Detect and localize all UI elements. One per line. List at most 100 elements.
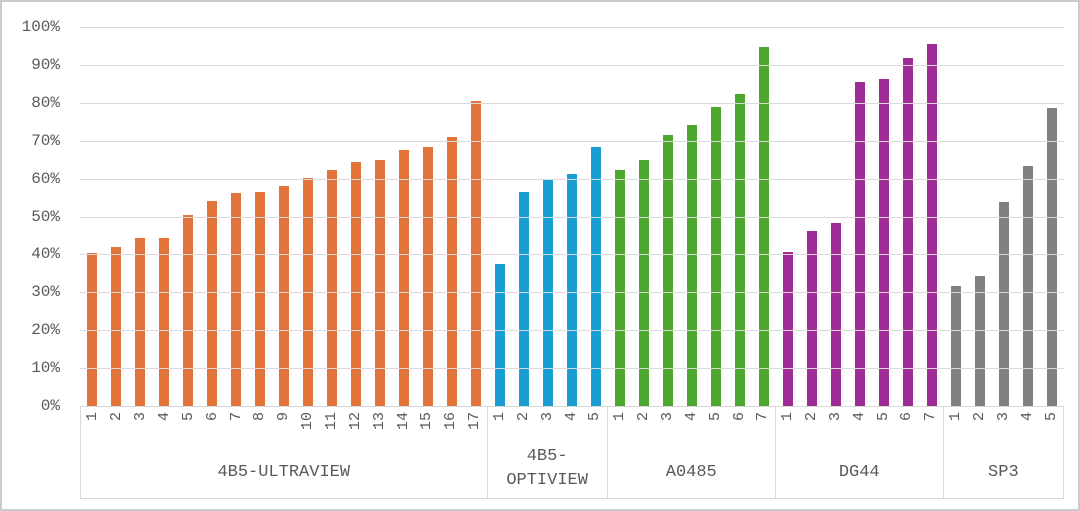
- bar-slot: [728, 27, 752, 406]
- bar-groups: [80, 27, 1064, 406]
- bar-slot: [1016, 27, 1040, 406]
- bar: [831, 222, 841, 406]
- x-tick-label: 5: [706, 412, 724, 422]
- bar-slot: [896, 27, 920, 406]
- bar-slot: [560, 27, 584, 406]
- bar-slot: [152, 27, 176, 406]
- bar: [1023, 166, 1033, 406]
- bar: [951, 286, 961, 406]
- tick-slot: 3: [535, 407, 559, 445]
- tick-slot: 4: [153, 407, 177, 453]
- bar: [135, 238, 145, 406]
- bar-slot: [704, 27, 728, 406]
- bar-slot: [80, 27, 104, 406]
- tick-slot: 5: [1039, 407, 1063, 453]
- tick-slot: 4: [1015, 407, 1039, 453]
- bar: [519, 191, 529, 406]
- gridline: [80, 102, 1064, 104]
- bar-slot: [368, 27, 392, 406]
- tick-slot: 15: [415, 407, 439, 453]
- gridline: [80, 64, 1064, 66]
- plot-area: [80, 27, 1064, 406]
- x-tick-label: 13: [370, 412, 388, 431]
- bar-group: [776, 27, 944, 406]
- gridline: [80, 178, 1064, 180]
- x-tick-label: 1: [490, 412, 508, 422]
- category-group: 1 2 3 4 5 6 7 8 9 10 11 12 13 14 15 16 17 4B5-ULTRAVIEW: [81, 407, 487, 498]
- x-tick-label: 2: [635, 412, 653, 422]
- x-tick-label: 12: [346, 412, 364, 431]
- x-tick-label: 16: [442, 412, 460, 431]
- category-group: 1 2 3 4 5 6 7 DG44: [774, 407, 943, 498]
- bar: [207, 201, 217, 406]
- bar-slot: [248, 27, 272, 406]
- tick-slot: 4: [847, 407, 871, 453]
- gridline: [80, 292, 1064, 294]
- x-tick-label: 3: [538, 412, 556, 422]
- y-tick-label: 70%: [31, 131, 60, 150]
- bar: [639, 159, 649, 406]
- bar: [735, 94, 745, 406]
- x-tick-label: 6: [898, 412, 916, 422]
- tick-slot: 1: [81, 407, 105, 453]
- bar-slot: [392, 27, 416, 406]
- tick-slot: 5: [703, 407, 727, 453]
- bar-slot: [968, 27, 992, 406]
- x-tick-label: 4: [850, 412, 868, 422]
- bar: [255, 191, 265, 406]
- tick-slot: 2: [511, 407, 535, 445]
- gridline: [80, 368, 1064, 370]
- bar: [903, 58, 913, 406]
- x-tick-label: 17: [466, 412, 484, 431]
- x-tick-label: 7: [754, 412, 772, 422]
- category-group: 1 2 3 4 5 SP3: [942, 407, 1063, 498]
- y-tick-label: 60%: [31, 169, 60, 188]
- x-tick-label: 4: [156, 412, 173, 422]
- bar-slot: [944, 27, 968, 406]
- tick-slot: 3: [656, 407, 680, 453]
- category-label: A0485: [665, 463, 717, 483]
- x-tick-label: 3: [994, 412, 1012, 422]
- bar-slot: [104, 27, 128, 406]
- tick-slot: 11: [320, 407, 344, 453]
- bar: [999, 202, 1009, 406]
- y-tick-label: 100%: [21, 18, 60, 36]
- bar-slot: [920, 27, 944, 406]
- bar-slot: [488, 27, 512, 406]
- x-tick-label: 10: [299, 412, 317, 431]
- gridline: [80, 27, 1064, 28]
- bar-slot: [128, 27, 152, 406]
- x-tick-label: 14: [394, 412, 412, 431]
- x-tick-label: 2: [108, 412, 126, 422]
- tick-slot: 7: [919, 407, 943, 453]
- bar-slot: [224, 27, 248, 406]
- x-tick-label: 1: [779, 412, 797, 422]
- x-tick-label: 5: [1042, 412, 1060, 422]
- bar: [855, 81, 865, 406]
- tick-slot: 1: [608, 407, 632, 453]
- bar-slot: [296, 27, 320, 406]
- tick-slot: 4: [679, 407, 703, 453]
- x-tick-label: 3: [658, 412, 676, 422]
- x-tick-label: 1: [611, 412, 629, 422]
- tick-slot: 4: [559, 407, 583, 445]
- tick-slot: 2: [632, 407, 656, 453]
- y-tick-label: 20%: [31, 321, 60, 340]
- x-tick-label: 11: [323, 412, 341, 431]
- tick-slot: 17: [463, 407, 487, 453]
- y-tick-label: 80%: [31, 93, 60, 112]
- y-tick-label: 40%: [31, 245, 60, 264]
- tick-slot: 1: [944, 407, 968, 453]
- tick-slot: 3: [991, 407, 1015, 453]
- x-tick-label: 2: [971, 412, 988, 422]
- x-tick-label: 4: [682, 412, 700, 422]
- tick-slot: 10: [296, 407, 320, 453]
- bar: [807, 231, 817, 406]
- bar-group: [944, 27, 1064, 406]
- tick-slot: 5: [871, 407, 895, 453]
- category-band: 1 2 3 4 5 6 7 8 9 10 11 12 13 14 15 16 17 4B5-ULTRAVIEW 1 2…: [80, 406, 1064, 499]
- category-group: 1 2 3 4 5 6 7 A0485: [606, 407, 775, 498]
- y-axis-labels: 0% 10% 20% 30% 40% 50% 60% 70% 80% 90% 100%: [2, 19, 64, 414]
